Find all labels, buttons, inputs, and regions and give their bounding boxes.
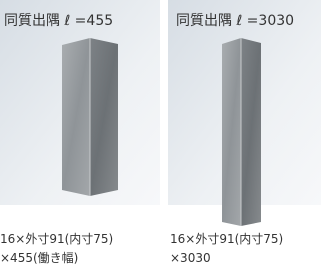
label: 同質出隅 ℓ =455 xyxy=(4,13,113,29)
caption: ×455(働き幅) xyxy=(0,250,78,265)
corner-piece xyxy=(222,38,261,226)
caption: 16×外寸91(内寸75) xyxy=(170,232,283,246)
caption: 16×外寸91(内寸75) xyxy=(0,232,113,246)
product-sheet: 同質出隅 ℓ =455 同質出隅 ℓ =3030 16×外寸91(内寸75) ×… xyxy=(0,0,321,268)
corner-piece xyxy=(62,38,118,196)
label: 同質出隅 ℓ =3030 xyxy=(176,13,294,29)
caption: ×3030 xyxy=(170,251,211,265)
